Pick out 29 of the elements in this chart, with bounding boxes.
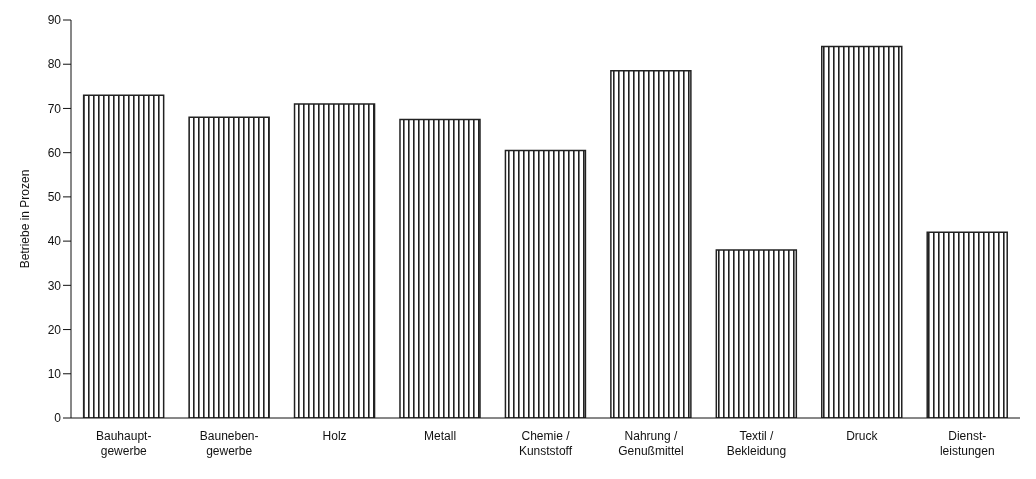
y-axis-title: Betriebe in Prozen — [18, 169, 33, 269]
y-tick-label: 50 — [47, 190, 62, 205]
bar — [610, 70, 692, 418]
bar — [821, 45, 903, 418]
y-tick-label: 70 — [47, 101, 62, 116]
bar — [399, 118, 481, 418]
x-tick-label: Metall — [424, 429, 457, 443]
y-tick-label: 90 — [47, 13, 62, 28]
y-tick-label: 60 — [47, 145, 62, 160]
bar — [188, 116, 270, 418]
y-tick-label: 20 — [47, 322, 62, 337]
bar — [293, 103, 376, 418]
x-tick-label: Bauneben- gewerbe — [199, 429, 259, 458]
x-tick-label: Chemie / Kunststoff — [518, 429, 573, 458]
x-tick-label: Nahrung / Genußmittel — [618, 429, 684, 458]
x-tick-label: Holz — [322, 429, 347, 443]
y-tick-label: 0 — [54, 411, 62, 426]
x-tick-label: Dienst- leistungen — [939, 429, 995, 458]
bar — [504, 149, 587, 418]
x-tick-label: Druck — [846, 429, 879, 443]
y-tick-label: 40 — [47, 234, 62, 249]
y-tick-label: 30 — [47, 278, 62, 293]
y-tick-label: 10 — [47, 367, 62, 382]
y-tick-label: 80 — [47, 57, 62, 72]
x-tick-label: Bauhaupt- gewerbe — [96, 429, 152, 458]
bar — [926, 231, 1008, 418]
x-tick-label: Textil / Bekleidung — [726, 429, 787, 458]
bar — [715, 249, 798, 418]
bar — [82, 94, 165, 418]
